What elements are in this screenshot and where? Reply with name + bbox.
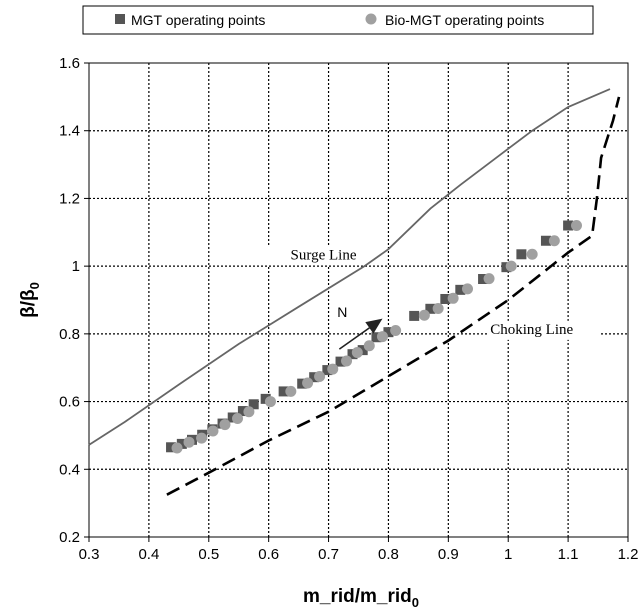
x-axis-title-main: m_rid/m_rid bbox=[303, 586, 412, 607]
y-tick-label: 1 bbox=[72, 258, 80, 275]
speed-label-n: N bbox=[337, 304, 347, 320]
y-tick-label: 1.2 bbox=[59, 190, 80, 207]
bio-mgt-point bbox=[390, 324, 402, 336]
bio-mgt-point bbox=[183, 436, 195, 448]
mgt-point bbox=[478, 274, 489, 285]
x-tick-label: 0.4 bbox=[138, 546, 159, 563]
bio-mgt-point bbox=[196, 432, 208, 444]
surge-line bbox=[88, 88, 611, 446]
legend-bio-mgt-marker bbox=[365, 13, 377, 25]
legend-mgt-marker bbox=[115, 14, 125, 24]
x-tick-label: 0.9 bbox=[438, 546, 459, 563]
mgt-point bbox=[455, 284, 466, 295]
choking-line-label: Choking Line bbox=[490, 322, 573, 338]
legend: MGT operating points Bio-MGT operating p… bbox=[82, 5, 594, 35]
x-tick-label: 1.1 bbox=[558, 546, 579, 563]
bio-mgt-point bbox=[432, 302, 444, 314]
bio-mgt-point bbox=[570, 220, 582, 232]
reference-lines bbox=[88, 88, 621, 496]
legend-mgt-label: MGT operating points bbox=[131, 12, 265, 28]
bio-mgt-point bbox=[232, 413, 244, 424]
mgt-point bbox=[425, 303, 436, 314]
x-tick-label: 0.7 bbox=[318, 546, 339, 563]
bio-mgt-point bbox=[418, 309, 430, 321]
mgt-point bbox=[335, 356, 346, 367]
mgt-point bbox=[248, 399, 259, 410]
mgt-point bbox=[516, 249, 527, 260]
surge-line-label: Surge Line bbox=[291, 247, 357, 263]
bio-mgt-point bbox=[483, 273, 495, 285]
mgt-point bbox=[371, 332, 382, 343]
mgt-point bbox=[176, 438, 187, 449]
x-axis-title-subscript: 0 bbox=[412, 595, 419, 610]
bio-mgt-point bbox=[461, 283, 473, 295]
mgt-point bbox=[540, 235, 551, 246]
mgt-point bbox=[563, 220, 574, 231]
bio-mgt-point bbox=[376, 331, 388, 343]
y-axis-ticks: 0.2 0.4 0.6 0.8 1 1.2 1.4 1.6 bbox=[59, 55, 89, 546]
plot-area bbox=[88, 62, 629, 538]
bio-mgt-point bbox=[447, 292, 459, 304]
bio-mgt-point bbox=[363, 340, 375, 352]
x-axis-title: m_rid/m_rid0 bbox=[303, 586, 419, 610]
mgt-point bbox=[166, 442, 177, 453]
bio-mgt-point bbox=[314, 371, 326, 383]
mgt-point bbox=[383, 327, 394, 338]
bio-mgt-point bbox=[341, 355, 353, 367]
x-axis-ticks: 0.3 0.4 0.5 0.6 0.7 0.8 0.9 1 1.1 1.2 bbox=[79, 537, 639, 563]
x-tick-label: 1.2 bbox=[618, 546, 639, 563]
bio-mgt-point bbox=[219, 419, 231, 431]
surge-line-label-bg bbox=[264, 245, 361, 266]
choking-line-label-bg bbox=[488, 320, 601, 340]
bio-mgt-point bbox=[505, 260, 517, 272]
bio-mgt-point bbox=[327, 363, 339, 375]
mgt-point bbox=[237, 406, 248, 417]
speed-arrow-shaft bbox=[338, 327, 370, 350]
y-tick-label: 1.4 bbox=[59, 123, 80, 140]
mgt-point bbox=[409, 310, 420, 321]
x-tick-label: 0.8 bbox=[378, 546, 399, 563]
bio-mgt-point bbox=[285, 385, 297, 397]
bio-mgt-point bbox=[171, 442, 183, 454]
y-tick-label: 0.8 bbox=[59, 326, 80, 343]
annotations: Surge Line Choking Line N bbox=[264, 245, 601, 350]
bio-mgt-point bbox=[302, 377, 314, 389]
mgt-point bbox=[357, 345, 368, 356]
data-points bbox=[166, 220, 582, 454]
x-tick-label: 0.5 bbox=[198, 546, 219, 563]
mgt-point bbox=[260, 393, 271, 404]
bio-mgt-point bbox=[351, 346, 363, 358]
y-tick-label: 0.4 bbox=[59, 461, 80, 478]
bio-mgt-point bbox=[243, 406, 255, 418]
y-axis-title: β/β0 bbox=[18, 282, 42, 318]
bio-mgt-point bbox=[207, 425, 219, 437]
x-tick-label: 1 bbox=[504, 546, 512, 563]
bio-mgt-point bbox=[526, 248, 538, 260]
y-tick-label: 1.6 bbox=[59, 55, 80, 72]
y-tick-label: 0.2 bbox=[59, 529, 80, 546]
y-tick-label: 0.6 bbox=[59, 394, 80, 411]
speed-arrow-head bbox=[365, 318, 383, 334]
mgt-point bbox=[440, 293, 451, 304]
mgt-point bbox=[278, 386, 289, 397]
legend-bio-mgt-label: Bio-MGT operating points bbox=[385, 12, 544, 28]
x-tick-label: 0.6 bbox=[258, 546, 279, 563]
y-axis-title-main: β/β bbox=[18, 289, 39, 317]
bio-mgt-point bbox=[264, 396, 276, 408]
y-axis-title-subscript: 0 bbox=[27, 282, 42, 289]
x-tick-label: 0.3 bbox=[79, 546, 100, 563]
bio-mgt-point bbox=[548, 235, 560, 247]
choking-line bbox=[166, 96, 621, 496]
